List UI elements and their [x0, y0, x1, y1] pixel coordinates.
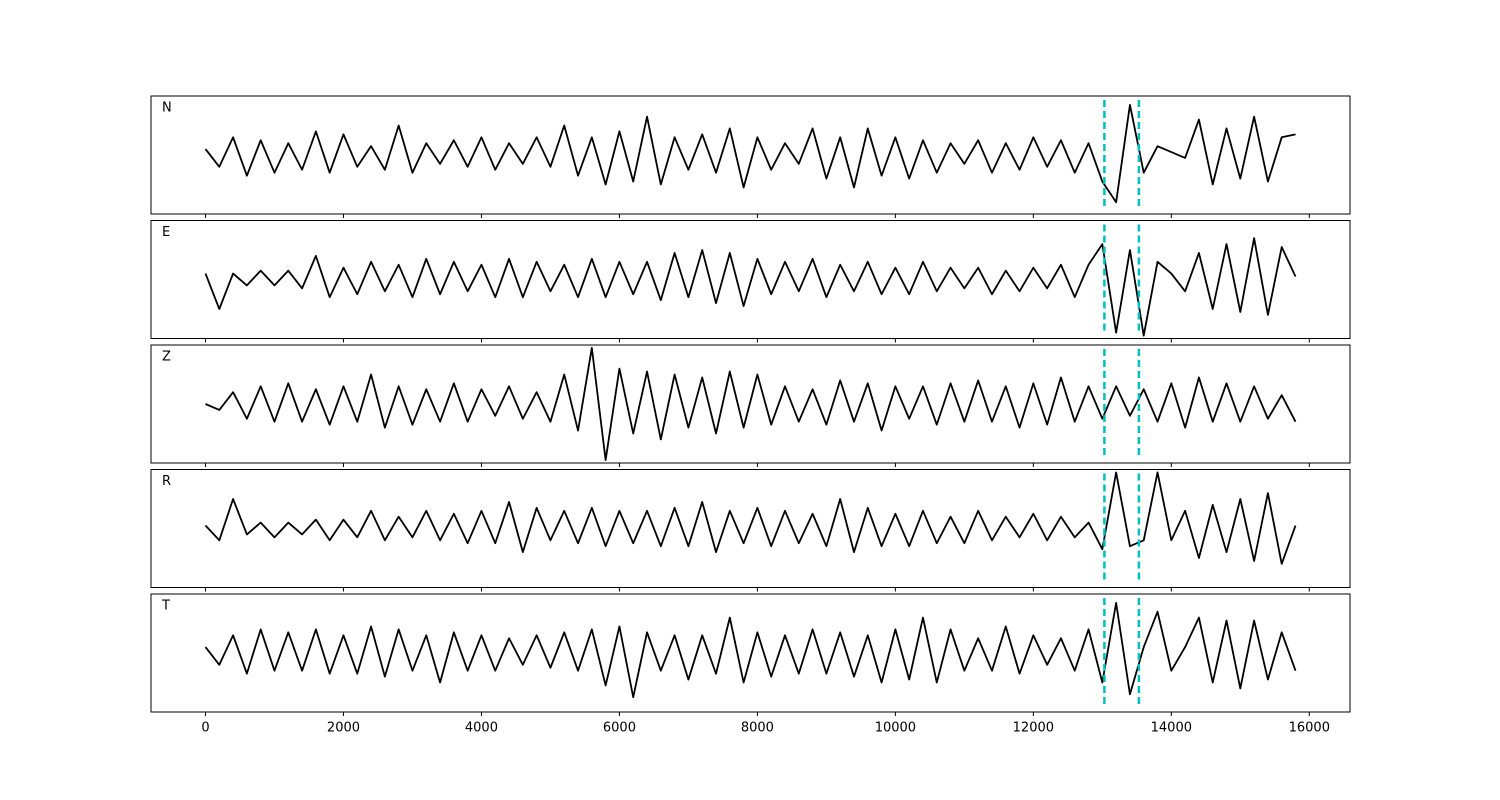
panel-label: Z [162, 350, 171, 365]
panel-label: T [161, 599, 170, 614]
panel-frame [150, 593, 1351, 713]
panel-frame [150, 95, 1351, 215]
panel-label: E [162, 225, 170, 240]
x-tick-label: 8000 [741, 721, 774, 736]
trace [204, 103, 1296, 204]
x-tick-label: 6000 [603, 721, 636, 736]
x-tick-label: 10000 [875, 721, 916, 736]
x-tick-label: 14000 [1151, 721, 1192, 736]
panel-frame [150, 469, 1351, 588]
trace [204, 237, 1297, 337]
trace [204, 601, 1297, 699]
x-tick-label: 12000 [1013, 721, 1054, 736]
panel-label: N [162, 101, 172, 116]
panel-frame [150, 344, 1351, 464]
trace [204, 471, 1297, 565]
x-tick-label: 0 [201, 721, 209, 736]
x-tick-label: 2000 [327, 721, 360, 736]
panel-label: R [162, 474, 171, 489]
x-tick-label: 4000 [465, 721, 498, 736]
trace [205, 347, 1297, 461]
x-tick-label: 16000 [1289, 721, 1330, 736]
panel-frame [150, 220, 1351, 339]
